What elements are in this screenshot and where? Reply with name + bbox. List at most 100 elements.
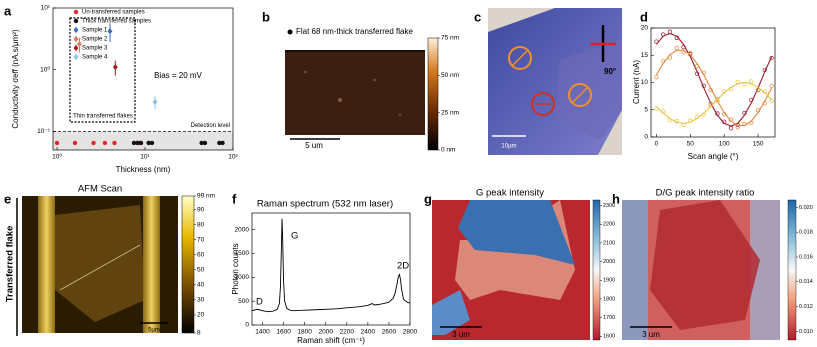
colorbar-tick-label: 99 nm [197, 193, 215, 200]
panel-label: e [4, 191, 11, 206]
legend-text: Thick transferred samples [82, 19, 151, 25]
data-point [755, 108, 761, 113]
data-point [152, 98, 158, 106]
x-tick-label: 1800 [297, 329, 312, 336]
x-tick-label: 10¹ [140, 154, 150, 161]
colorbar-tick-label: 25 nm [441, 109, 459, 116]
arrow [571, 86, 589, 104]
data-point [762, 67, 767, 73]
data-point [735, 125, 740, 130]
y-tick-label: 10 [641, 79, 649, 86]
stripe [38, 196, 55, 333]
y-tick-label: 5 [644, 106, 648, 113]
colorbar-tick-label: 30 [197, 297, 205, 304]
y-tick-label: 10¹ [41, 5, 51, 12]
legend-text: Sample 4 [82, 55, 108, 61]
orange-ring [568, 83, 592, 107]
data-point [681, 44, 686, 50]
y-axis-label: Current (nA) [632, 60, 641, 104]
x-axis-label: Thickness (nm) [116, 165, 171, 174]
panel-title: G peak intensity [476, 188, 544, 199]
x-tick-label: 0 [655, 141, 659, 148]
colorbar-tick-label: 40 [197, 282, 205, 289]
side-label: Transferred flake [5, 226, 16, 303]
data-point [688, 50, 693, 56]
legend-marker [73, 18, 79, 24]
colorbar-tick-label: 75 nm [441, 35, 459, 42]
data-point [715, 97, 720, 102]
panel-label: b [262, 9, 270, 24]
data-point [742, 81, 747, 87]
panel-label: g [424, 191, 432, 206]
x-axis-label: Scan angle (°) [688, 152, 739, 161]
data-point [681, 122, 686, 128]
y-tick-label: 0 [245, 322, 249, 329]
panel-label: f [232, 191, 237, 206]
data-point [769, 98, 774, 104]
data-point [674, 46, 679, 51]
plot-frame [650, 27, 776, 138]
y-tick-label: 0 [644, 134, 648, 141]
data-point [722, 89, 727, 94]
x-tick-label: 50 [687, 141, 695, 148]
raman-map-h: h D/G peak intensity ratio 3 um [612, 188, 797, 341]
data-point [755, 87, 761, 92]
data-point [674, 35, 679, 40]
wrinkle [59, 244, 141, 291]
data-point [708, 102, 713, 107]
spot [303, 70, 307, 74]
data-point [149, 140, 155, 146]
data-point [762, 101, 767, 106]
arrow [511, 49, 529, 67]
peak-label: G [291, 231, 298, 242]
data-point [654, 39, 659, 44]
colorbar-tick-label: 1900 [603, 278, 615, 284]
inset-box [69, 17, 136, 123]
data-point [102, 140, 108, 146]
below-detection-band [53, 131, 233, 150]
y-tick-label: 500 [238, 298, 249, 305]
x-tick-label: 1400 [255, 329, 270, 336]
colorbar-tick-label: 20 [197, 312, 205, 319]
data-point [749, 97, 754, 103]
scale-bar-label: 5 um [305, 141, 323, 150]
panel-label: d [640, 9, 648, 24]
data-point [667, 117, 673, 123]
x-tick-label: 1600 [276, 329, 291, 336]
data-point [138, 140, 144, 146]
data-point [661, 32, 666, 37]
flake [555, 40, 622, 140]
data-point [694, 63, 700, 69]
angle-label: 90° [604, 67, 616, 76]
region [432, 290, 470, 335]
y-tick-label: 10⁰ [40, 65, 50, 73]
raman-map-g: g G peak intensity 3 um [424, 188, 601, 341]
annotation: Thin transferred flakes [73, 114, 133, 120]
data-point [674, 119, 679, 124]
spectrum-line [251, 218, 411, 313]
y-tick-label: 1000 [235, 274, 250, 281]
x-tick-label: 150 [753, 141, 764, 148]
fit-line [655, 49, 773, 127]
data-point [735, 79, 740, 85]
plot-frame [251, 212, 411, 326]
x-tick-label: 2200 [340, 329, 355, 336]
peak-label: 2D [397, 261, 409, 272]
spot [373, 78, 377, 82]
colorbar [427, 37, 439, 151]
legend-text: Un-transferred samples [82, 10, 145, 16]
fit-line [656, 81, 772, 124]
colorbar [592, 199, 601, 341]
colorbar-tick-label: 1600 [603, 334, 615, 340]
afm-image-b: b Flat 68 nm-thick transferred flake 5 u… [262, 9, 439, 151]
panel-label: a [4, 3, 12, 18]
legend-marker [73, 53, 79, 61]
legend-marker [287, 29, 293, 35]
data-point [667, 29, 673, 34]
data-point [661, 59, 666, 64]
optical-image-c: c 90° 10μm [474, 8, 622, 155]
annotation: Bias = 20 mV [154, 71, 202, 80]
panel-title: D/G peak intensity ratio [656, 188, 755, 199]
colorbar-tick-label: 0.014 [799, 279, 813, 285]
